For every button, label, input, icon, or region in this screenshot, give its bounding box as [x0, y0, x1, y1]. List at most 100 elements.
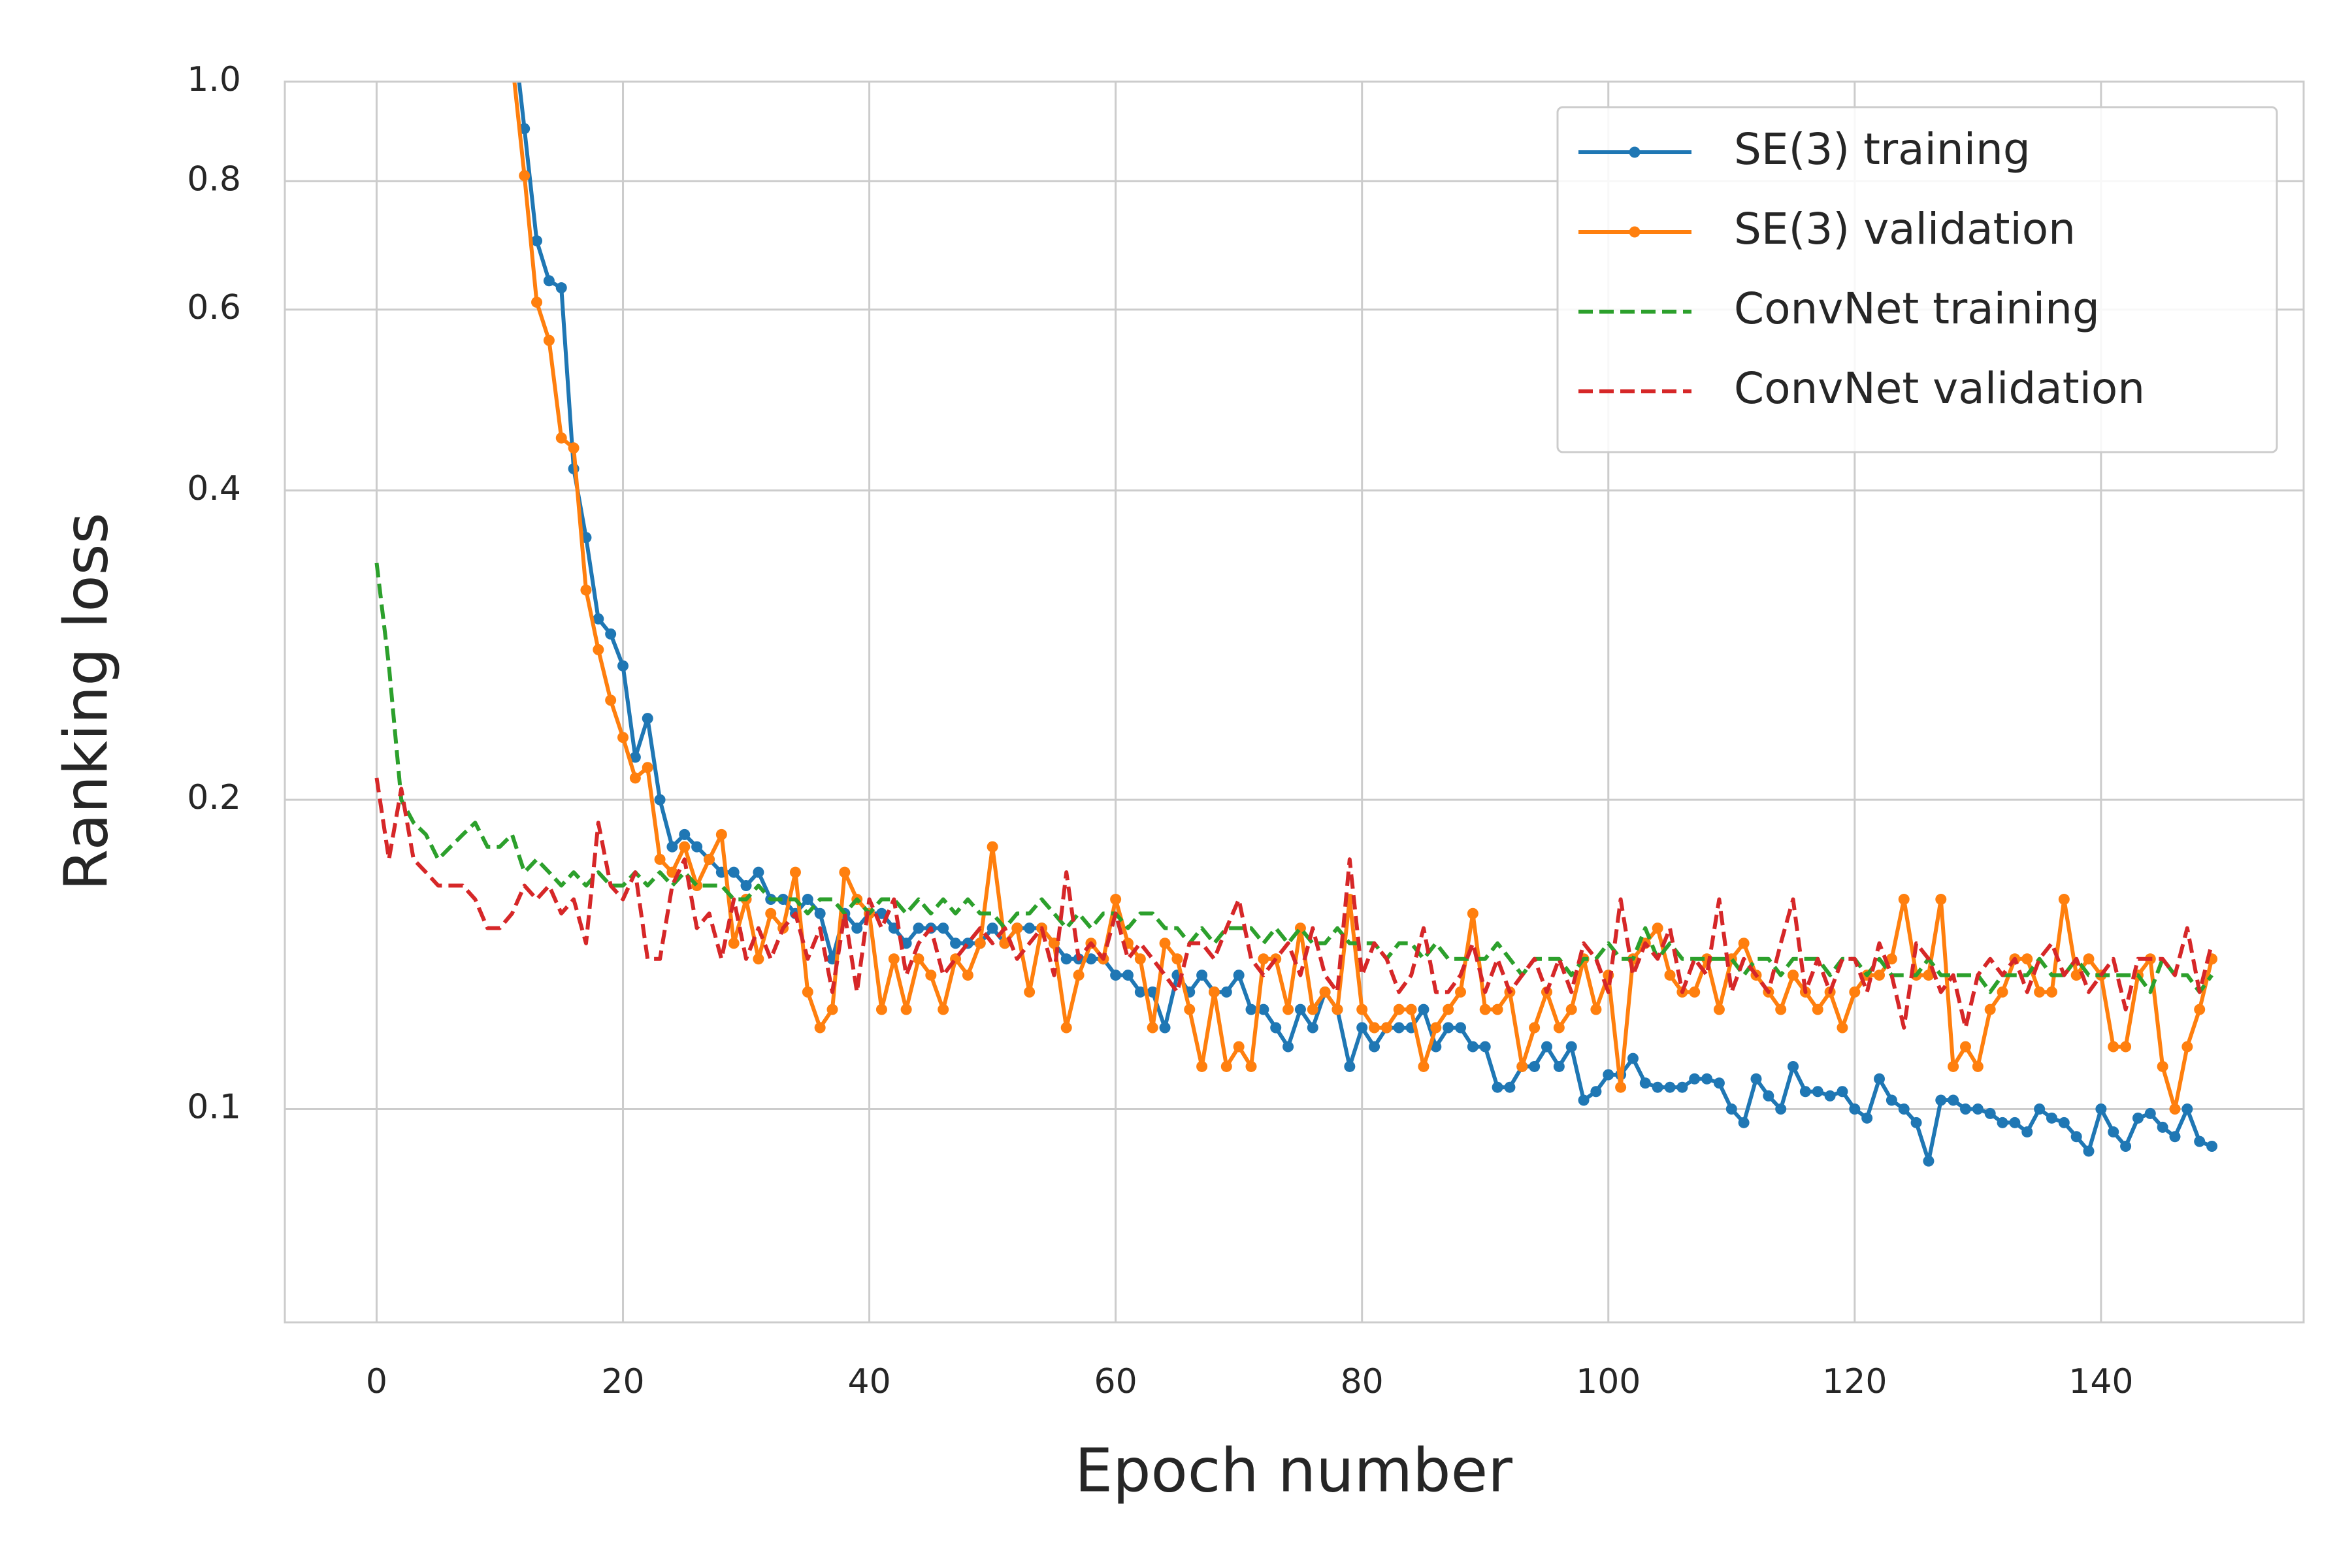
data-point — [753, 953, 764, 965]
data-point — [1405, 1004, 1417, 1015]
data-point — [1258, 953, 1269, 965]
data-point — [1652, 923, 1663, 934]
data-point — [691, 841, 703, 853]
data-point — [2169, 1131, 2181, 1143]
y-tick-label: 0.1 — [187, 1088, 241, 1127]
data-point — [1590, 1086, 1602, 1098]
data-point — [1972, 1060, 1984, 1072]
x-tick-label: 120 — [1822, 1362, 1887, 1401]
data-point — [1849, 1103, 1861, 1115]
data-point — [2132, 1112, 2144, 1124]
y-tick-label: 0.2 — [187, 778, 241, 817]
legend-marker — [1629, 226, 1641, 238]
data-point — [1701, 1073, 1713, 1085]
data-point — [1565, 1041, 1577, 1053]
legend-label: SE(3) validation — [1734, 204, 2076, 254]
data-point — [2194, 1135, 2206, 1147]
data-point — [1824, 1090, 1836, 1102]
data-point — [543, 335, 555, 346]
data-point — [568, 442, 580, 454]
data-point — [2120, 1140, 2132, 1152]
data-point — [1369, 1041, 1380, 1053]
data-point — [802, 894, 813, 906]
data-point — [765, 907, 777, 919]
data-point — [1134, 986, 1146, 998]
data-point — [777, 894, 789, 906]
data-point — [1565, 1004, 1577, 1015]
data-point — [1184, 1004, 1196, 1015]
data-point — [1443, 1022, 1454, 1034]
data-point — [593, 613, 604, 625]
data-point — [2181, 1103, 2193, 1115]
data-point — [679, 828, 691, 840]
data-point — [2194, 1004, 2206, 1015]
data-point — [1541, 1041, 1552, 1053]
data-point — [913, 923, 924, 934]
data-point — [2157, 1121, 2168, 1133]
legend-label: SE(3) training — [1734, 124, 2031, 174]
data-point — [1837, 1022, 1848, 1034]
data-point — [1849, 986, 1861, 998]
series-line — [374, 777, 2214, 1030]
data-point — [1282, 1041, 1294, 1053]
data-point — [1898, 1103, 1910, 1115]
data-point — [2046, 1112, 2057, 1124]
data-point — [1603, 1069, 1614, 1081]
legend-box — [1556, 106, 2278, 453]
data-point — [1972, 1103, 1984, 1115]
data-point — [2021, 953, 2033, 965]
data-point — [1455, 1022, 1467, 1034]
data-point — [1590, 1004, 1602, 1015]
data-point — [2095, 1103, 2107, 1115]
data-point — [2083, 953, 2095, 965]
data-point — [1516, 1060, 1528, 1072]
data-point — [1147, 986, 1158, 998]
data-point — [950, 938, 962, 949]
data-point — [1307, 1004, 1318, 1015]
data-point — [2034, 1103, 2046, 1115]
data-point — [1159, 1022, 1171, 1034]
y-tick-label: 0.4 — [187, 469, 241, 508]
data-point — [1233, 970, 1245, 981]
data-point — [1245, 1060, 1257, 1072]
data-point — [802, 986, 813, 998]
data-point — [703, 853, 715, 865]
data-point — [1639, 1077, 1651, 1089]
data-point — [1984, 1004, 1996, 1015]
data-point — [1948, 1060, 1959, 1072]
data-point — [2108, 1126, 2119, 1138]
data-point — [1134, 953, 1146, 965]
data-point — [1380, 1022, 1392, 1034]
data-point — [1467, 907, 1478, 919]
data-point — [1443, 1004, 1454, 1015]
data-point — [938, 1004, 949, 1015]
legend-label: ConvNet training — [1734, 284, 2100, 334]
data-point — [1738, 938, 1750, 949]
data-point — [2046, 986, 2057, 998]
data-point — [629, 772, 641, 784]
data-point — [1122, 970, 1134, 981]
data-point — [679, 841, 691, 853]
data-point — [1874, 1073, 1886, 1085]
data-point — [1837, 1086, 1848, 1098]
data-point — [1467, 1041, 1478, 1053]
data-point — [2070, 970, 2082, 981]
data-point — [1959, 1103, 1971, 1115]
x-tick-label: 80 — [1341, 1362, 1384, 1401]
data-point — [1788, 1060, 1799, 1072]
data-point — [1886, 953, 1897, 965]
data-point — [1689, 986, 1701, 998]
data-point — [642, 762, 653, 774]
data-point — [851, 923, 863, 934]
x-axis-label: Epoch number — [1075, 1435, 1512, 1505]
data-point — [1997, 986, 2008, 998]
data-point — [555, 282, 567, 294]
legend-label: ConvNet validation — [1734, 363, 2145, 414]
series-line — [374, 563, 2213, 994]
data-point — [1788, 970, 1799, 981]
data-point — [1479, 1004, 1491, 1015]
data-point — [1393, 1004, 1405, 1015]
data-point — [1282, 1004, 1294, 1015]
data-point — [654, 853, 666, 865]
x-tick-label: 100 — [1576, 1362, 1641, 1401]
